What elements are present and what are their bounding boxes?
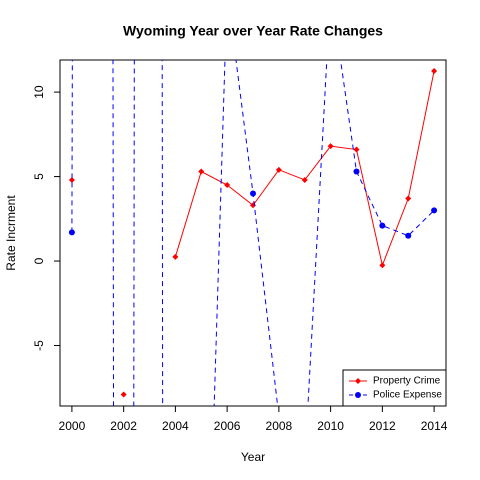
marker: [405, 232, 412, 239]
x-tick-label: 2004: [162, 419, 189, 433]
marker: [198, 168, 205, 175]
y-tick-label: 5: [32, 173, 46, 180]
marker: [379, 262, 386, 269]
x-tick-label: 2010: [317, 419, 344, 433]
y-tick-label: -5: [32, 340, 46, 351]
marker: [120, 391, 127, 398]
x-tick-label: 2002: [110, 419, 137, 433]
x-axis-label: Year: [241, 450, 265, 464]
marker: [405, 195, 412, 202]
marker: [224, 182, 231, 189]
marker: [275, 166, 282, 173]
x-tick-label: 2008: [266, 419, 293, 433]
marker: [355, 392, 361, 398]
y-axis-label: Rate Incrment: [4, 195, 18, 271]
x-tick-label: 2014: [421, 419, 448, 433]
legend-label: Police Expense: [373, 390, 442, 401]
marker: [172, 253, 179, 260]
marker: [353, 146, 360, 153]
legend-box: [342, 369, 447, 407]
chart-title: Wyoming Year over Year Rate Changes: [123, 23, 383, 39]
marker: [68, 176, 75, 183]
legend-label: Property Crime: [373, 376, 441, 387]
marker: [327, 143, 334, 150]
marker: [68, 229, 75, 236]
marker: [379, 222, 386, 229]
x-tick-label: 2000: [59, 419, 86, 433]
x-tick-label: 2006: [214, 419, 241, 433]
marker: [431, 67, 438, 74]
marker: [353, 168, 360, 175]
marker: [355, 378, 361, 384]
x-tick-label: 2012: [369, 419, 396, 433]
marker: [301, 176, 308, 183]
marker: [250, 190, 256, 197]
y-tick-label: 10: [32, 85, 46, 99]
plot-area: [68, 60, 438, 406]
plot-frame: [59, 59, 447, 407]
marker: [431, 207, 438, 214]
y-tick-label: 0: [32, 257, 46, 264]
